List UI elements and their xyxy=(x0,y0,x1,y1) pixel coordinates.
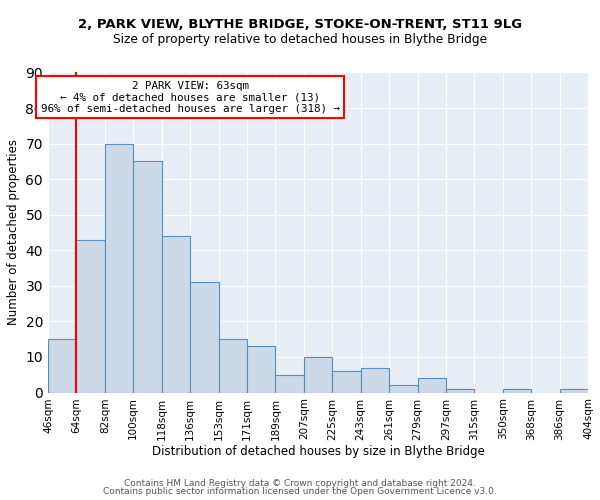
Text: Contains HM Land Registry data © Crown copyright and database right 2024.: Contains HM Land Registry data © Crown c… xyxy=(124,478,476,488)
Text: Size of property relative to detached houses in Blythe Bridge: Size of property relative to detached ho… xyxy=(113,32,487,46)
Bar xyxy=(76,240,105,392)
Bar xyxy=(418,378,446,392)
Text: 2 PARK VIEW: 63sqm
← 4% of detached houses are smaller (13)
96% of semi-detached: 2 PARK VIEW: 63sqm ← 4% of detached hous… xyxy=(41,80,340,114)
Bar xyxy=(247,346,275,393)
Bar xyxy=(560,389,588,392)
Bar xyxy=(275,374,304,392)
Text: Contains public sector information licensed under the Open Government Licence v3: Contains public sector information licen… xyxy=(103,487,497,496)
Text: 2, PARK VIEW, BLYTHE BRIDGE, STOKE-ON-TRENT, ST11 9LG: 2, PARK VIEW, BLYTHE BRIDGE, STOKE-ON-TR… xyxy=(78,18,522,30)
Bar xyxy=(446,389,475,392)
Bar xyxy=(190,282,218,393)
Bar xyxy=(48,339,76,392)
Bar xyxy=(361,368,389,392)
Bar xyxy=(503,389,531,392)
Y-axis label: Number of detached properties: Number of detached properties xyxy=(7,140,20,326)
Bar xyxy=(332,371,361,392)
Bar xyxy=(133,162,161,392)
Bar xyxy=(389,386,418,392)
Bar xyxy=(218,339,247,392)
Bar xyxy=(105,144,133,392)
Bar xyxy=(161,236,190,392)
Bar xyxy=(304,357,332,392)
X-axis label: Distribution of detached houses by size in Blythe Bridge: Distribution of detached houses by size … xyxy=(152,445,484,458)
